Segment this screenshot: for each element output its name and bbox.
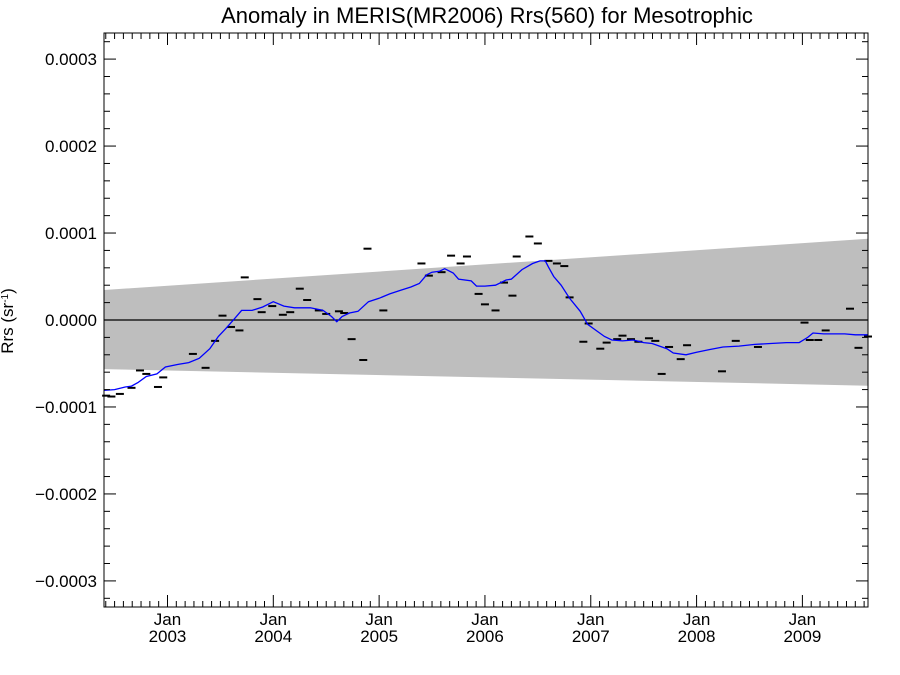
y-tick-label: 0.0003 xyxy=(45,50,97,69)
x-tick-label-year: 2009 xyxy=(783,627,821,646)
y-axis-label-close: ) xyxy=(0,288,17,294)
y-tick-label: 0.0002 xyxy=(45,137,97,156)
y-axis-label-exponent: -1 xyxy=(0,293,11,302)
chart-title: Anomaly in MERIS(MR2006) Rrs(560) for Me… xyxy=(221,3,753,28)
x-tick-label-year: 2006 xyxy=(466,627,504,646)
x-tick-label-year: 2008 xyxy=(678,627,716,646)
x-tick-label-year: 2007 xyxy=(572,627,610,646)
x-tick-label-month: Jan xyxy=(683,610,710,629)
x-tick-label-year: 2005 xyxy=(360,627,398,646)
y-axis-label-main: Rrs (sr xyxy=(0,302,17,353)
x-tick-label-month: Jan xyxy=(789,610,816,629)
y-tick-label: 0.0001 xyxy=(45,224,97,243)
x-tick-label-month: Jan xyxy=(577,610,604,629)
y-tick-label: −0.0001 xyxy=(35,398,97,417)
y-tick-label: −0.0003 xyxy=(35,572,97,591)
smoothed-anomaly-line xyxy=(103,260,868,392)
x-tick-label-month: Jan xyxy=(365,610,392,629)
x-tick-label-month: Jan xyxy=(260,610,287,629)
x-tick-label-year: 2003 xyxy=(149,627,187,646)
x-tick-label-month: Jan xyxy=(471,610,498,629)
y-tick-label: 0.0000 xyxy=(45,311,97,330)
plot-area: −0.0003 −0.0002 −0.0001 0.0000 0.0001 0.0002 0… xyxy=(35,32,872,646)
y-tick-label: −0.0002 xyxy=(35,485,97,504)
y-axis-label: Rrs (sr-1) xyxy=(0,288,17,354)
x-tick-label-month: Jan xyxy=(154,610,181,629)
monthly-anomaly-markers xyxy=(102,235,872,398)
uncertainty-band xyxy=(104,238,868,386)
x-tick-label-year: 2004 xyxy=(254,627,292,646)
